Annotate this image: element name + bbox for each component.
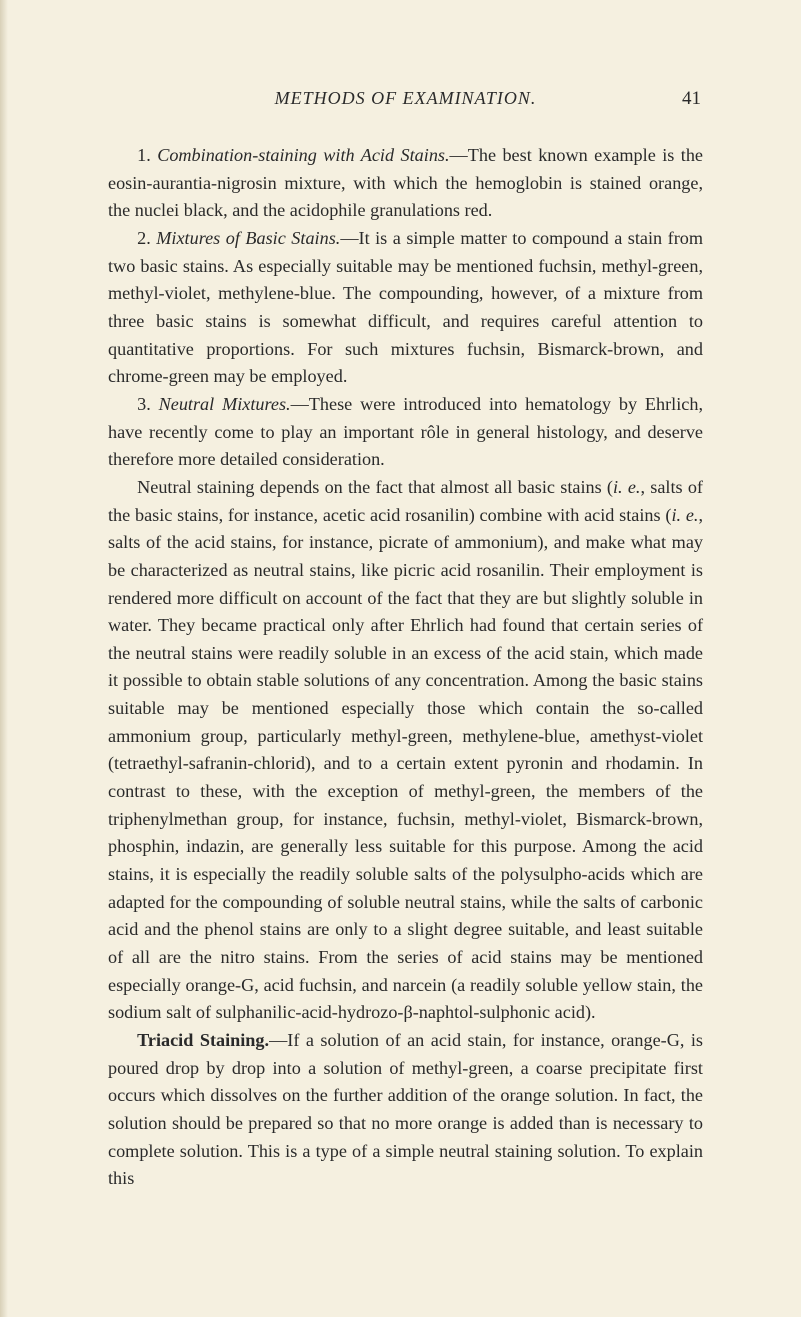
running-head-title: METHODS OF EXAMINATION. xyxy=(140,88,671,109)
running-header: METHODS OF EXAMINATION. 41 xyxy=(108,88,703,110)
paragraph-text-c: , salts of the acid stains, for instance… xyxy=(108,505,703,1023)
item-title: Neutral Mixtures. xyxy=(159,394,291,414)
item-number: 3. xyxy=(137,394,151,414)
paragraph-2: 2. Mixtures of Basic Stains.—It is a sim… xyxy=(108,225,703,391)
page-left-shadow xyxy=(0,0,8,1317)
latin-abbrev: i. e. xyxy=(671,505,698,525)
paragraph-text-a: Neutral staining depends on the fact tha… xyxy=(137,477,613,497)
paragraph-5: Triacid Staining.—If a solution of an ac… xyxy=(108,1027,703,1193)
item-number: 1. xyxy=(137,145,151,165)
paragraph-1: 1. Combination-staining with Acid Stains… xyxy=(108,142,703,225)
paragraph-text: —If a solution of an acid stain, for ins… xyxy=(108,1030,703,1188)
page-number: 41 xyxy=(671,88,701,110)
latin-abbrev: i. e. xyxy=(613,477,640,497)
body-text: 1. Combination-staining with Acid Stains… xyxy=(108,142,703,1193)
page: METHODS OF EXAMINATION. 41 1. Combinatio… xyxy=(0,0,801,1317)
item-title: Combination-staining with Acid Stains. xyxy=(157,145,449,165)
paragraph-4: Neutral staining depends on the fact tha… xyxy=(108,474,703,1027)
section-heading: Triacid Staining. xyxy=(137,1030,269,1050)
paragraph-3: 3. Neutral Mixtures.—These were introduc… xyxy=(108,391,703,474)
item-number: 2. xyxy=(137,228,151,248)
paragraph-text: —It is a simple matter to compound a sta… xyxy=(108,228,703,386)
item-title: Mixtures of Basic Stains. xyxy=(156,228,340,248)
